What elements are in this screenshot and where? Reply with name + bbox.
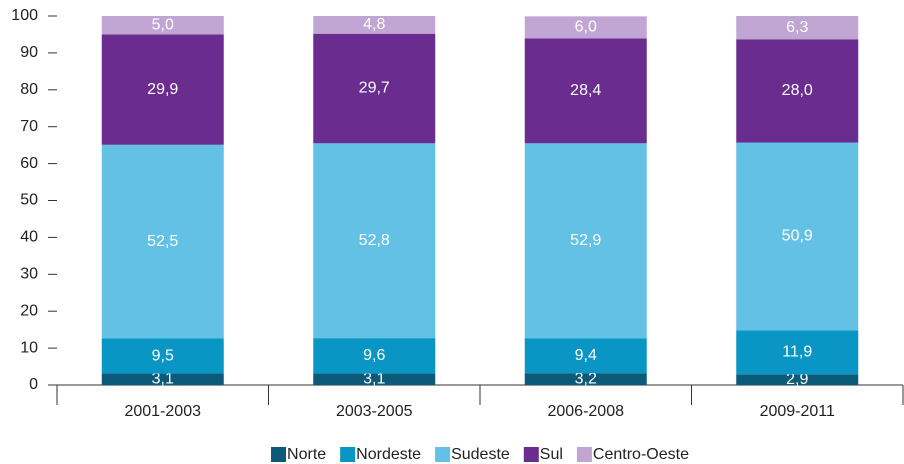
value-label: 5,0	[152, 16, 174, 33]
y-tick-label: 100	[11, 7, 38, 24]
bar-segment	[101, 16, 224, 35]
value-label: 52,8	[359, 232, 390, 249]
value-label: 52,9	[570, 232, 601, 249]
bar-segment	[524, 38, 647, 144]
bar-segment	[736, 374, 859, 385]
y-tick-label: 50	[20, 192, 38, 209]
y-tick-label: 80	[20, 81, 38, 98]
x-tick-label: 2003-2005	[336, 403, 413, 420]
legend-swatch	[435, 447, 451, 462]
legend-swatch	[271, 447, 287, 462]
legend-swatch	[576, 447, 592, 462]
y-tick-label: 0	[29, 376, 38, 393]
y-tick-label: 10	[20, 339, 38, 356]
value-label: 11,9	[782, 344, 812, 361]
bar-segment	[736, 142, 859, 331]
value-label: 29,9	[147, 81, 178, 98]
y-tick-label: 70	[20, 118, 38, 135]
x-tick-label: 2006-2008	[547, 403, 624, 420]
value-label: 29,7	[359, 80, 390, 97]
legend-swatch	[340, 447, 356, 462]
bar-segment	[101, 338, 224, 374]
value-label: 28,0	[782, 82, 813, 99]
bar-segment	[101, 144, 224, 339]
legend-label: Sul	[540, 446, 563, 463]
bar-segment	[313, 373, 436, 385]
value-label: 28,4	[570, 82, 601, 99]
y-tick-label: 60	[20, 155, 38, 172]
legend-swatch	[523, 447, 539, 462]
value-label: 3,2	[575, 370, 597, 387]
bar-segment	[313, 16, 436, 34]
bar-segment	[524, 373, 647, 385]
value-label: 9,6	[363, 347, 385, 364]
legend-label: Sudeste	[451, 446, 510, 463]
value-label: 9,5	[152, 347, 174, 364]
x-tick-label: 2001-2003	[124, 403, 201, 420]
value-label: 2,9	[786, 371, 808, 388]
value-label: 4,8	[363, 16, 385, 33]
bar-segment	[736, 330, 859, 375]
value-label: 3,1	[363, 370, 385, 387]
value-label: 52,5	[147, 233, 178, 250]
value-label: 3,1	[152, 370, 174, 387]
x-tick-label: 2009-2011	[760, 403, 835, 420]
y-tick-label: 90	[20, 44, 38, 61]
bar-segment	[736, 39, 859, 143]
bar-segment	[524, 338, 647, 374]
value-label: 9,4	[575, 347, 597, 364]
value-label: 6,0	[575, 19, 597, 36]
y-tick-label: 20	[20, 302, 38, 319]
y-tick-label: 30	[20, 266, 38, 283]
bar-segment	[101, 373, 224, 385]
value-label: 6,3	[786, 19, 808, 36]
bar-segment	[101, 34, 224, 145]
bar-segment	[313, 33, 436, 144]
value-label: 50,9	[782, 228, 813, 245]
bar-segment	[524, 143, 647, 339]
bar-segment	[736, 16, 859, 40]
legend-label: Nordeste	[356, 446, 421, 463]
legend-label: Norte	[287, 446, 326, 463]
bar-segment	[524, 16, 647, 39]
legend-label: Centro-Oeste	[593, 446, 689, 463]
bar-segment	[313, 143, 436, 339]
y-tick-label: 40	[20, 229, 38, 246]
bar-segment	[313, 338, 436, 374]
